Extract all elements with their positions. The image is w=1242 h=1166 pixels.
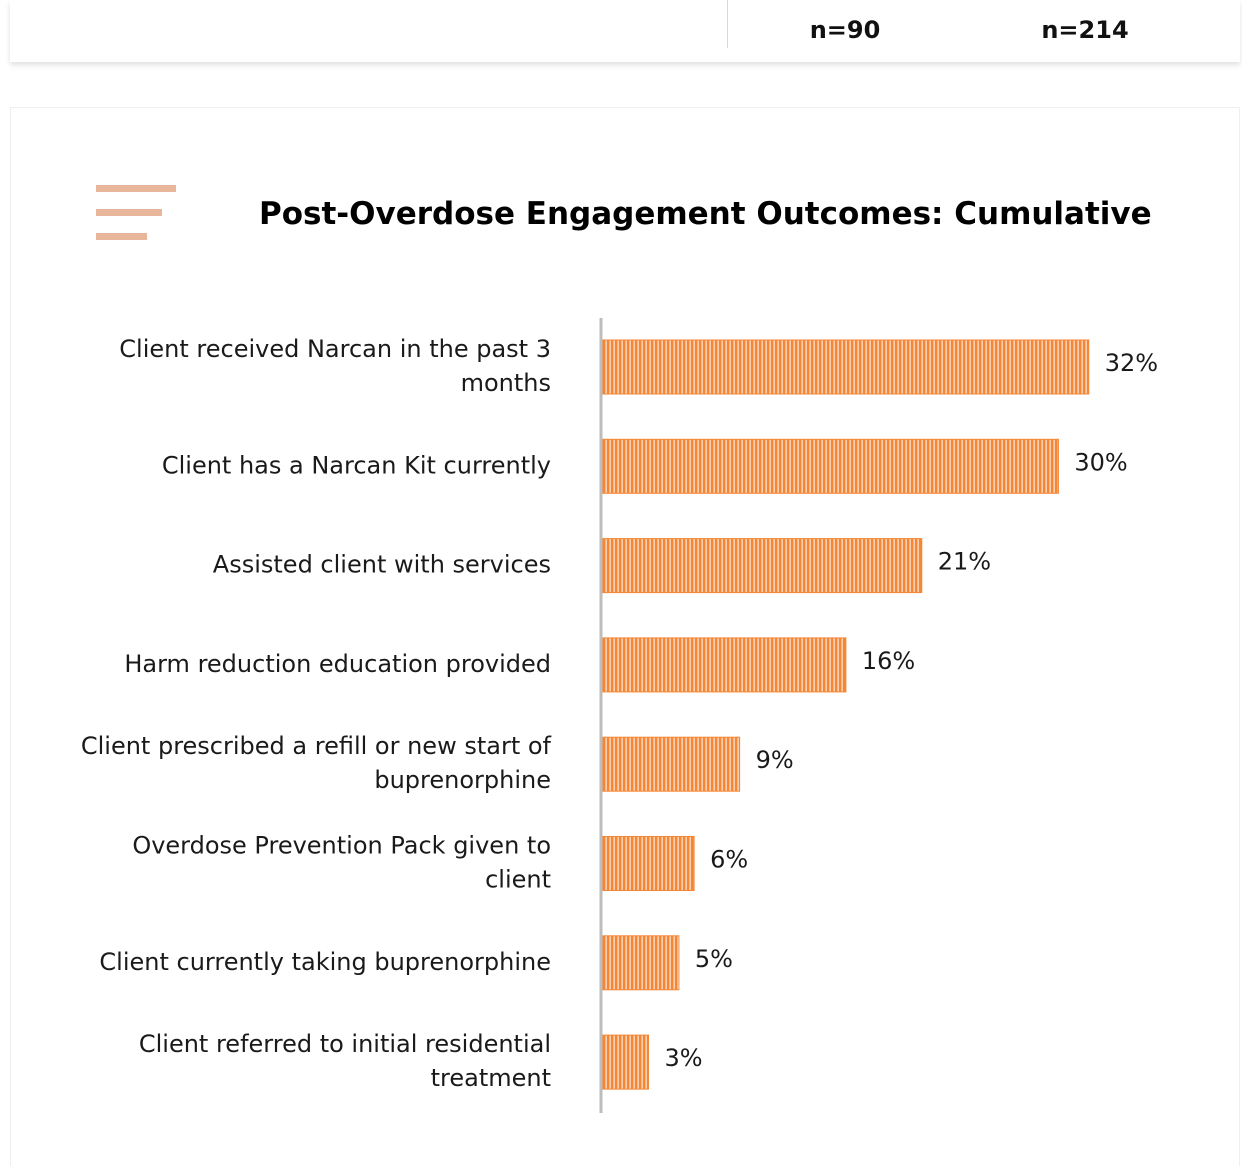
value-label-6: 6%: [710, 846, 748, 874]
value-label-4: 16%: [862, 647, 915, 675]
bar-6: [602, 836, 695, 891]
category-label-3: Assisted client with services: [213, 551, 551, 579]
category-label-7: Client currently taking buprenorphine: [99, 948, 551, 976]
value-label-7: 5%: [695, 945, 733, 973]
bar-1: [602, 339, 1090, 395]
value-label-3: 21%: [938, 548, 991, 576]
column-divider: [727, 0, 728, 48]
value-label-8: 3%: [665, 1044, 703, 1072]
menu-lines-icon: [96, 185, 176, 241]
bar-2: [602, 438, 1059, 494]
bar-4: [602, 637, 847, 693]
category-label-6: Overdose Prevention Pack given to client: [132, 832, 551, 894]
summary-header-card: n=90 n=214: [10, 0, 1240, 62]
chart-title: Post-Overdose Engagement Outcomes: Cumul…: [259, 196, 1152, 232]
bar-8: [602, 1034, 650, 1090]
sample-size-label-2: n=214: [1041, 16, 1129, 44]
category-label-2: Client has a Narcan Kit currently: [162, 451, 551, 479]
bar-5: [602, 736, 741, 792]
category-label-4: Harm reduction education provided: [124, 650, 551, 678]
value-label-2: 30%: [1074, 448, 1127, 476]
category-label-5: Client prescribed a refill or new start …: [81, 732, 552, 794]
bar-7: [602, 935, 680, 991]
category-label-8: Client referred to initial residential tr…: [139, 1030, 551, 1092]
sample-size-label-1: n=90: [809, 16, 881, 44]
category-label-1: Client received Narcan in the past 3 mont…: [119, 335, 551, 397]
value-label-5: 9%: [756, 746, 794, 774]
chart-card: Post-Overdose Engagement Outcomes: Cumul…: [10, 107, 1240, 1166]
value-label-1: 32%: [1105, 349, 1158, 377]
bar-3: [602, 538, 923, 594]
